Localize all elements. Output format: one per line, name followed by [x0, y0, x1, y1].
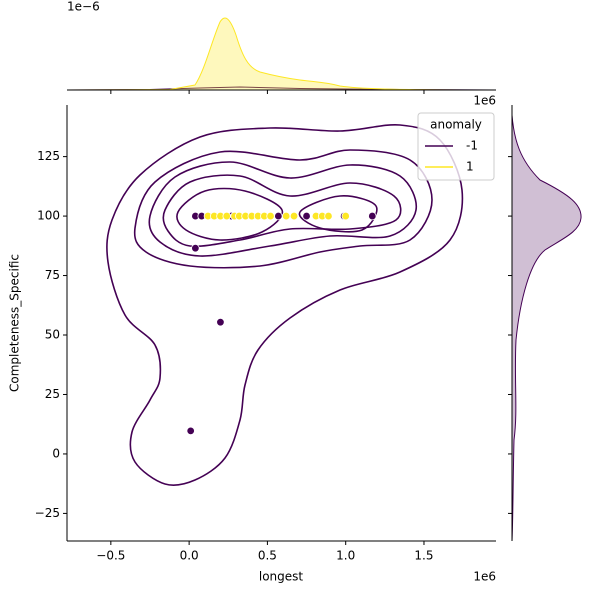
scatter-point	[266, 211, 275, 221]
y-tick-label: 75	[45, 268, 60, 282]
kde-contour	[148, 161, 418, 257]
x-offset: 1e6	[473, 570, 496, 584]
x-tick-label: 1.5	[414, 549, 433, 563]
y-axis-label: Completeness_Specific	[8, 254, 22, 392]
y-tick-label: 125	[37, 149, 60, 163]
scatter-point	[324, 211, 333, 221]
scatter-point	[368, 211, 377, 221]
x-tick-label: −0.5	[96, 549, 125, 563]
y-tick-label: 0	[52, 446, 60, 460]
kde-contour	[106, 124, 464, 487]
scatter-point	[186, 426, 195, 436]
kde-contour	[298, 195, 378, 233]
y-tick-label: 100	[37, 209, 60, 223]
scatter-point	[216, 317, 225, 327]
x-tick-label: 0.0	[180, 549, 199, 563]
kde-contour	[162, 174, 402, 248]
x-tick-label: 1.0	[336, 549, 355, 563]
kde-contours	[106, 124, 464, 487]
scatter-point	[341, 211, 350, 221]
top-offset: 1e6	[473, 94, 496, 108]
right-marginal	[511, 114, 582, 542]
legend-label: 1	[466, 160, 474, 174]
scatter-point	[191, 243, 200, 253]
top-marginal-yellow	[66, 17, 497, 91]
legend-box	[417, 112, 495, 181]
scatter-point	[281, 211, 291, 221]
legend: anomaly	[417, 112, 495, 181]
x-axis-label: longest	[259, 570, 304, 584]
scatter-point	[222, 211, 231, 221]
y-tick-label: −25	[35, 506, 60, 520]
scatter-point	[274, 211, 283, 221]
kde-contour	[176, 187, 284, 241]
legend-label: -1	[466, 139, 478, 153]
legend-title: anomaly	[430, 118, 482, 132]
scatter-point	[302, 211, 311, 221]
kde-contour	[133, 149, 433, 269]
x-tick-label: 0.5	[258, 549, 277, 563]
scatter-point	[289, 211, 299, 221]
top-marginal-offset: 1e−6	[67, 0, 100, 14]
y-tick-label: 50	[45, 328, 60, 342]
y-tick-label: 25	[45, 387, 60, 401]
